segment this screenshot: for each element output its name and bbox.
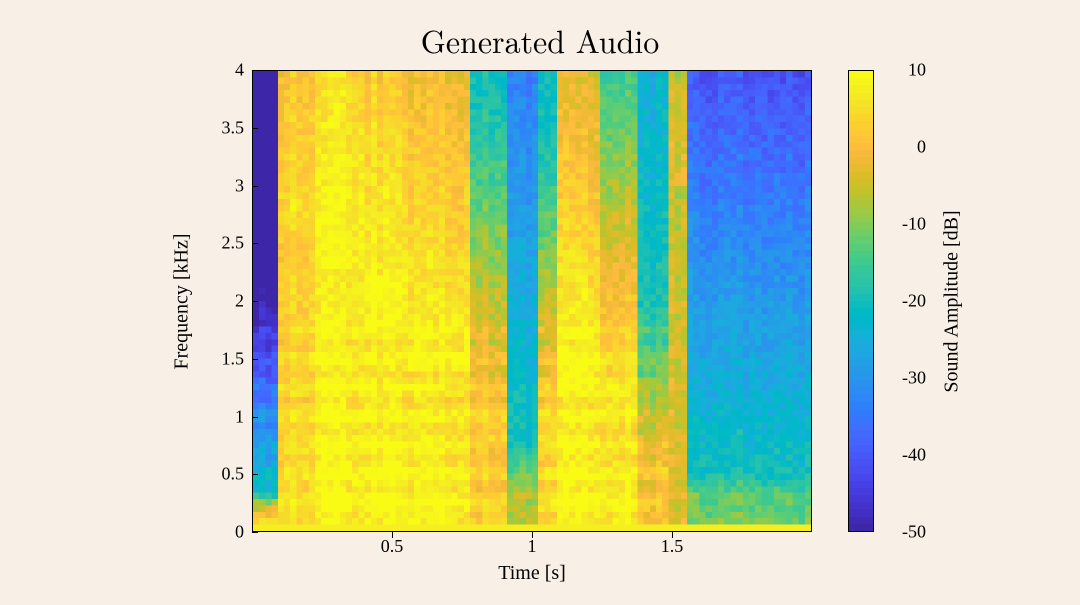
colorbar-segment (849, 222, 873, 229)
colorbar-segment (849, 474, 873, 481)
ctick-label: 10 (886, 60, 926, 81)
colorbar-segment (849, 459, 873, 466)
colorbar-segment (849, 150, 873, 157)
colorbar-segment (849, 71, 873, 78)
colorbar-segment (849, 186, 873, 193)
ctick-label: -40 (886, 445, 926, 466)
colorbar-segment (849, 323, 873, 330)
colorbar-segment (849, 294, 873, 301)
ytick-mark (252, 301, 258, 302)
colorbar-segment (849, 200, 873, 207)
ytick-mark (252, 359, 258, 360)
colorbar-segment (849, 93, 873, 100)
ytick-mark (252, 417, 258, 418)
colorbar-segment (849, 121, 873, 128)
colorbar-segment (849, 409, 873, 416)
colorbar-segment (849, 517, 873, 524)
ytick-mark (252, 474, 258, 475)
colorbar-segment (849, 481, 873, 488)
colorbar (848, 70, 874, 532)
colorbar-segment (849, 301, 873, 308)
ytick-label: 0.5 (194, 464, 244, 485)
ytick-label: 0 (194, 522, 244, 543)
colorbar-segment (849, 344, 873, 351)
colorbar-segment (849, 394, 873, 401)
colorbar-segment (849, 114, 873, 121)
ytick-label: 1.5 (194, 348, 244, 369)
colorbar-segment (849, 509, 873, 516)
xtick-label: 0.5 (381, 536, 404, 557)
ytick-mark (252, 186, 258, 187)
colorbar-segment (849, 78, 873, 85)
colorbar-segment (849, 172, 873, 179)
colorbar-segment (849, 85, 873, 92)
colorbar-segment (849, 157, 873, 164)
colorbar-segment (849, 164, 873, 171)
ytick-mark (252, 532, 258, 533)
colorbar-label: Sound Amplitude [dB] (940, 70, 964, 532)
colorbar-segment (849, 351, 873, 358)
ytick-label: 1 (194, 406, 244, 427)
colorbar-segment (849, 502, 873, 509)
colorbar-segment (849, 236, 873, 243)
colorbar-segment (849, 423, 873, 430)
colorbar-segment (849, 402, 873, 409)
colorbar-segment (849, 416, 873, 423)
colorbar-segment (849, 100, 873, 107)
xtick-label: 1.5 (661, 536, 684, 557)
ytick-mark (252, 243, 258, 244)
colorbar-segment (849, 373, 873, 380)
colorbar-segment (849, 488, 873, 495)
colorbar-segment (849, 208, 873, 215)
colorbar-segment (849, 179, 873, 186)
ytick-mark (252, 128, 258, 129)
colorbar-segment (849, 251, 873, 258)
ytick-label: 3 (194, 175, 244, 196)
colorbar-segment (849, 244, 873, 251)
colorbar-segment (849, 143, 873, 150)
colorbar-segment (849, 258, 873, 265)
ytick-label: 2 (194, 291, 244, 312)
colorbar-segment (849, 430, 873, 437)
ytick-label: 3.5 (194, 117, 244, 138)
colorbar-segment (849, 315, 873, 322)
xtick-label: 1 (528, 536, 537, 557)
colorbar-segment (849, 380, 873, 387)
colorbar-segment (849, 265, 873, 272)
colorbar-segment (849, 308, 873, 315)
colorbar-segment (849, 445, 873, 452)
colorbar-segment (849, 129, 873, 136)
colorbar-segment (849, 337, 873, 344)
colorbar-segment (849, 438, 873, 445)
ytick-label: 2.5 (194, 233, 244, 254)
colorbar-segment (849, 359, 873, 366)
colorbar-segment (849, 279, 873, 286)
colorbar-segment (849, 524, 873, 531)
colorbar-segment (849, 495, 873, 502)
ctick-label: -10 (886, 214, 926, 235)
colorbar-segment (849, 466, 873, 473)
colorbar-segment (849, 387, 873, 394)
colorbar-segment (849, 272, 873, 279)
ctick-label: -50 (886, 522, 926, 543)
chart-title: Generated Audio (0, 18, 1080, 63)
colorbar-segment (849, 229, 873, 236)
colorbar-segment (849, 215, 873, 222)
colorbar-segment (849, 366, 873, 373)
ctick-label: 0 (886, 137, 926, 158)
colorbar-segment (849, 193, 873, 200)
colorbar-segment (849, 136, 873, 143)
ytick-label: 4 (194, 60, 244, 81)
x-axis-label: Time [s] (252, 562, 812, 585)
ctick-label: -30 (886, 368, 926, 389)
spectrogram-plot (252, 70, 812, 532)
colorbar-segment (849, 452, 873, 459)
colorbar-segment (849, 330, 873, 337)
colorbar-segment (849, 107, 873, 114)
spectrogram-canvas (253, 71, 811, 531)
colorbar-segment (849, 287, 873, 294)
y-axis-label: Frequency [kHz] (170, 70, 194, 532)
ctick-label: -20 (886, 291, 926, 312)
ytick-mark (252, 70, 258, 71)
